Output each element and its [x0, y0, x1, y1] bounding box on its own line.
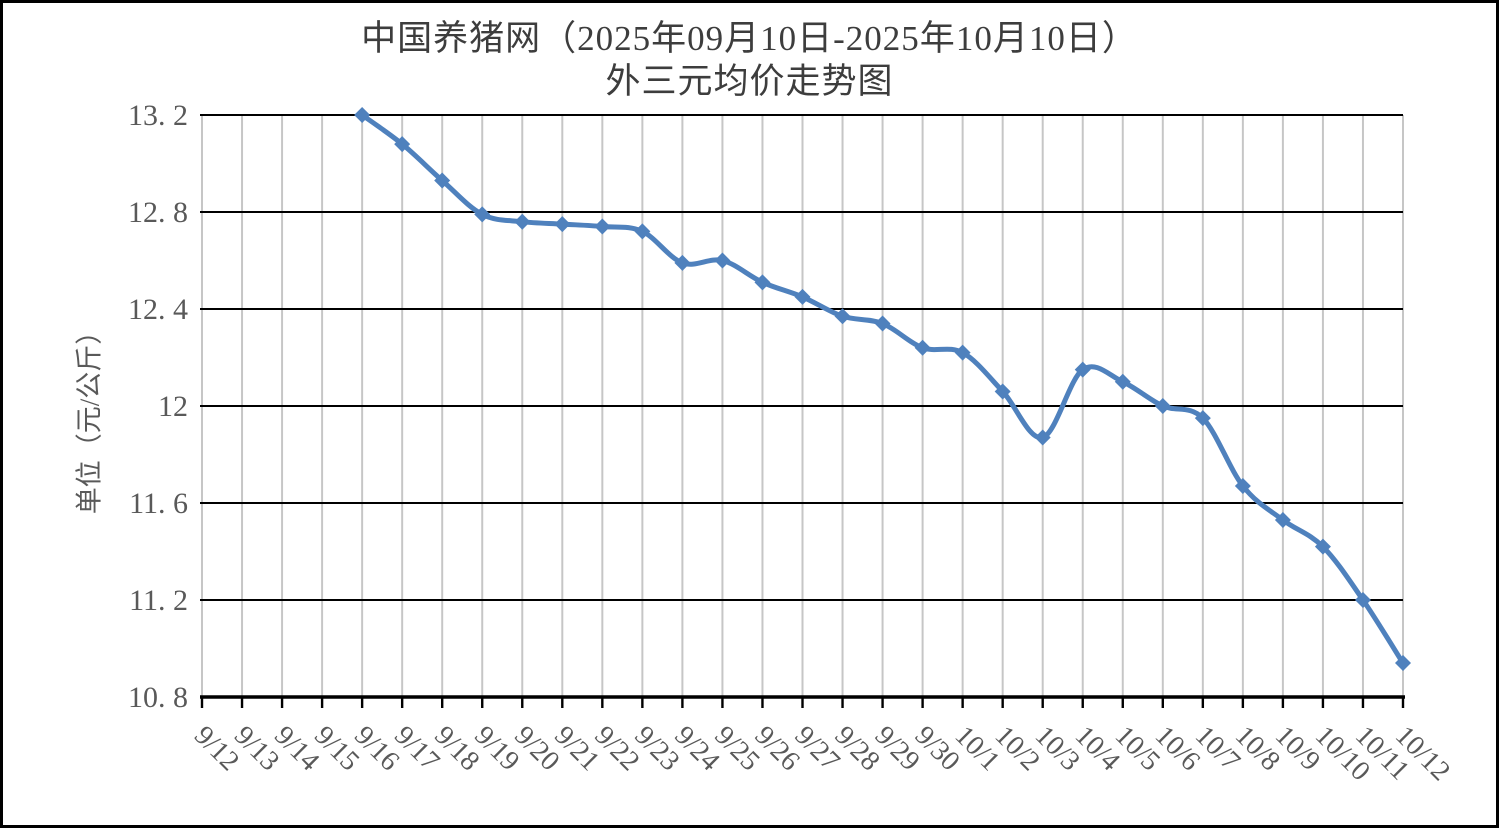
data-point-marker [1194, 410, 1211, 427]
data-point-marker [1314, 538, 1331, 555]
data-point-marker [1395, 655, 1411, 672]
data-point-marker [1034, 429, 1051, 446]
data-point-marker [554, 216, 571, 233]
data-point-marker [434, 172, 451, 189]
data-point-marker [594, 218, 611, 235]
data-point-marker [754, 274, 771, 291]
y-tick-label: 12. 4 [128, 293, 188, 326]
data-point-marker [834, 308, 851, 325]
data-point-marker [354, 107, 371, 123]
y-tick-label: 10. 8 [128, 681, 188, 714]
y-tick-label: 12. 8 [128, 196, 188, 229]
data-point-marker [394, 136, 411, 153]
data-point-marker [1274, 511, 1291, 528]
y-tick-label: 12 [158, 390, 188, 423]
y-tick-label: 13. 2 [128, 99, 188, 132]
data-point-marker [1234, 478, 1251, 495]
data-point-marker [1154, 398, 1171, 414]
data-point-marker [794, 288, 811, 305]
y-tick-label: 11. 2 [129, 584, 188, 617]
chart-title-line2: 外三元均价走势图 [605, 62, 894, 101]
chart-title: 中国养猪网（2025年09月10日-2025年10月10日） 外三元均价走势图 [3, 17, 1496, 103]
data-point-marker [474, 206, 491, 223]
data-point-marker [954, 344, 971, 361]
data-point-marker [1114, 373, 1131, 390]
data-point-marker [874, 315, 891, 332]
chart-title-line1: 中国养猪网（2025年09月10日-2025年10月10日） [361, 19, 1138, 58]
data-point-marker [1354, 592, 1371, 608]
data-point-marker [1074, 361, 1091, 378]
data-point-marker [634, 223, 651, 240]
data-point-marker [714, 252, 731, 269]
data-point-marker [994, 383, 1011, 400]
data-point-marker [514, 213, 531, 230]
y-axis-title: 单位（元/公斤） [74, 317, 105, 515]
data-point-marker [914, 339, 931, 356]
price-line [359, 112, 1406, 666]
y-tick-label: 11. 6 [129, 487, 188, 520]
